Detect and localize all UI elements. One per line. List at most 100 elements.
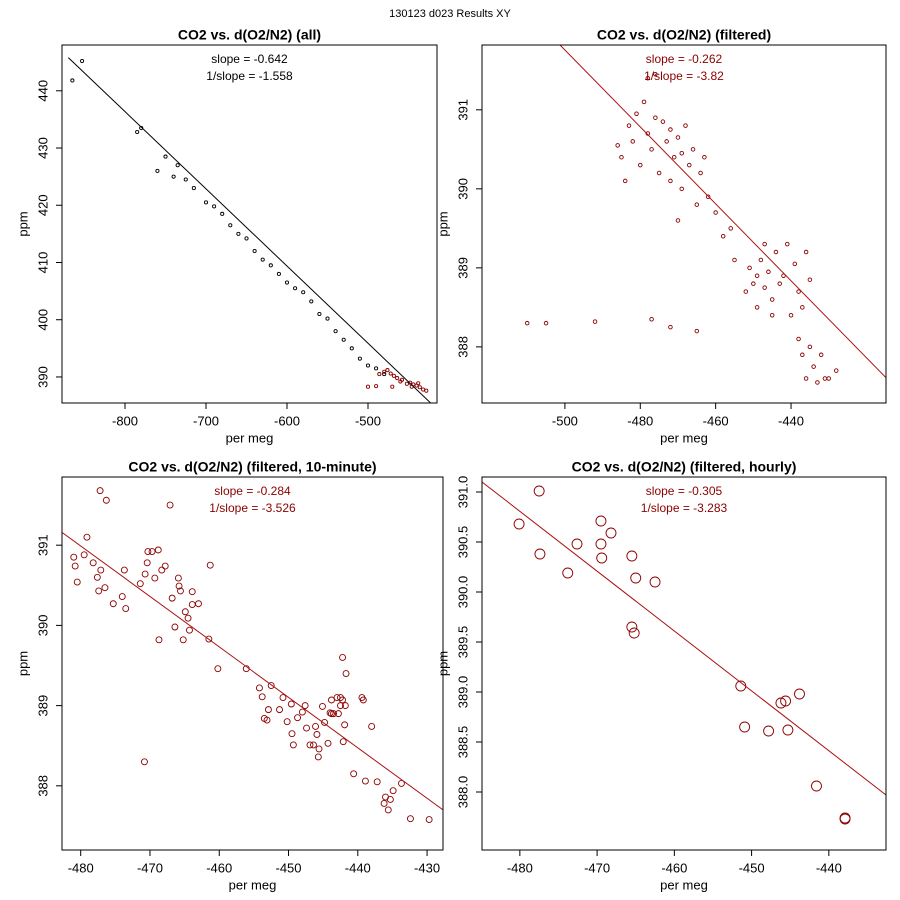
x-axis-label: per meg [660, 430, 708, 445]
point [228, 223, 233, 228]
point [762, 285, 767, 290]
annotation: 1/slope = -3.82 [644, 69, 724, 83]
plot-frame [481, 44, 887, 404]
point [683, 123, 688, 128]
x-tick-label: -460 [661, 860, 687, 875]
point [264, 706, 272, 714]
x-axis-label: per meg [226, 430, 274, 445]
point [826, 376, 831, 381]
point [361, 777, 369, 785]
point [818, 352, 824, 358]
point [769, 297, 775, 302]
point [743, 289, 749, 294]
point [294, 714, 301, 722]
point [626, 123, 632, 128]
point [310, 741, 317, 749]
point [649, 316, 654, 322]
point [739, 721, 751, 733]
point [630, 139, 635, 144]
point [143, 559, 151, 567]
point [312, 723, 319, 730]
point [252, 248, 257, 254]
annotation: slope = -0.262 [646, 52, 723, 66]
y-tick-label: 388 [35, 775, 50, 797]
point [653, 71, 658, 77]
point [203, 200, 209, 205]
point [679, 186, 684, 192]
point [694, 328, 700, 334]
point [374, 366, 379, 371]
point [122, 605, 130, 613]
point [626, 550, 638, 562]
point [668, 127, 673, 132]
y-axis-label: ppm [435, 651, 450, 676]
panel-title: CO2 vs. d(O2/N2) (filtered) [597, 27, 771, 43]
x-tick-label: -450 [739, 860, 765, 875]
point [622, 178, 628, 184]
point [140, 758, 148, 766]
point [839, 812, 851, 824]
x-axis-label: per meg [660, 877, 708, 892]
point [144, 548, 152, 556]
point [220, 211, 225, 216]
point [386, 796, 394, 803]
x-tick-label: -700 [193, 413, 219, 428]
panel-title: CO2 vs. d(O2/N2) (filtered, 10-minute) [128, 459, 376, 475]
point [664, 139, 669, 144]
y-tick-label: 390.0 [455, 576, 470, 609]
point [171, 623, 179, 631]
point [605, 527, 617, 539]
x-tick-label: -470 [584, 860, 610, 875]
point [337, 702, 344, 710]
point [417, 385, 422, 390]
point [645, 75, 651, 81]
point [341, 702, 349, 710]
point [188, 588, 196, 596]
x-tick-label: -440 [816, 860, 842, 875]
point [333, 329, 338, 334]
point [397, 779, 405, 787]
point [298, 708, 306, 716]
point [283, 718, 291, 726]
point [324, 739, 332, 747]
point [796, 336, 801, 342]
x-tick-label: -440 [778, 413, 804, 428]
point [70, 78, 75, 83]
point [815, 380, 820, 385]
point [713, 210, 718, 215]
point [350, 770, 358, 778]
point [163, 154, 168, 159]
point [408, 380, 413, 385]
annotation: 1/slope = -3.283 [641, 501, 728, 515]
point [342, 670, 350, 677]
point [390, 384, 395, 389]
point [151, 574, 159, 582]
point [656, 170, 662, 176]
point [268, 263, 273, 268]
point [315, 745, 323, 753]
point [653, 115, 658, 120]
point [339, 738, 347, 746]
point [385, 368, 390, 373]
point [543, 320, 549, 326]
point [425, 816, 433, 823]
y-tick-label: 389 [35, 695, 50, 717]
x-tick-label: -470 [137, 860, 163, 875]
point [288, 730, 296, 738]
point [161, 562, 169, 570]
point [769, 313, 775, 318]
point [728, 226, 733, 231]
point [166, 501, 174, 509]
point [687, 162, 692, 168]
point [93, 573, 101, 581]
point [80, 58, 85, 64]
annotation: slope = -0.642 [211, 52, 288, 66]
point [762, 241, 767, 247]
point [368, 723, 376, 730]
plot-area [524, 45, 886, 385]
point [404, 381, 409, 386]
point [679, 151, 684, 156]
point [206, 561, 214, 569]
point [421, 387, 426, 392]
point [634, 111, 639, 117]
